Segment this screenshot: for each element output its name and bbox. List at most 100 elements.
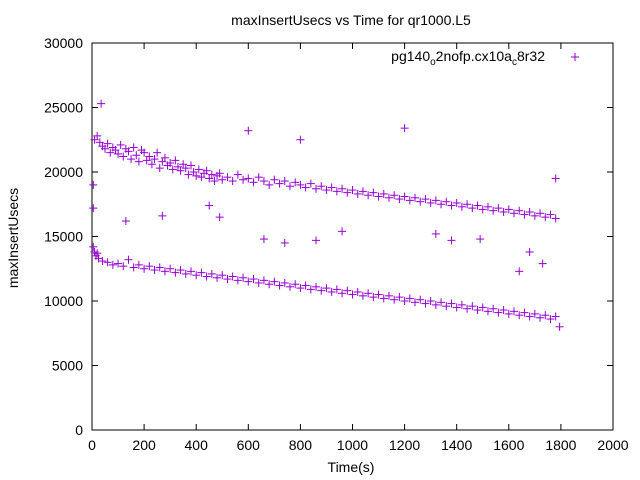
data-point <box>228 272 237 281</box>
data-point <box>395 195 404 204</box>
data-point <box>145 262 154 271</box>
data-point <box>343 188 352 197</box>
data-point <box>280 278 289 287</box>
data-point <box>93 131 102 140</box>
data-point <box>364 191 373 200</box>
data-point <box>140 264 149 273</box>
data-point <box>228 177 237 186</box>
data-point <box>101 144 110 153</box>
data-point <box>124 147 133 156</box>
data-point <box>541 213 550 222</box>
data-point <box>358 187 367 196</box>
data-point <box>97 99 106 108</box>
data-point <box>551 214 560 223</box>
data-point <box>249 178 258 187</box>
data-point <box>186 161 195 170</box>
data-point <box>405 294 414 303</box>
data-point <box>504 309 513 318</box>
data-point <box>103 139 112 148</box>
data-point <box>369 188 378 197</box>
data-point <box>416 197 425 206</box>
data-point <box>124 255 133 264</box>
data-point <box>89 242 98 251</box>
data-point <box>265 180 274 189</box>
data-point <box>291 280 300 289</box>
x-axis-label: Time(s) <box>328 459 375 475</box>
data-point <box>270 175 279 184</box>
data-point <box>525 312 534 321</box>
legend-marker <box>571 53 579 61</box>
data-point <box>322 284 331 293</box>
data-point <box>166 158 175 167</box>
data-point <box>426 297 435 305</box>
data-point <box>218 271 227 280</box>
data-point <box>483 307 492 316</box>
data-point <box>390 295 399 304</box>
data-point <box>168 165 177 174</box>
y-tick-label: 15000 <box>44 229 83 245</box>
data-point <box>280 238 289 247</box>
data-point <box>379 294 388 303</box>
legend-label-part: c <box>512 57 517 68</box>
data-point <box>205 201 214 210</box>
data-point <box>332 285 341 294</box>
x-tick-label: 1200 <box>389 437 420 453</box>
data-point <box>374 192 383 201</box>
data-point <box>369 293 378 302</box>
data-point <box>421 195 430 204</box>
data-point <box>176 266 185 275</box>
data-point <box>551 312 560 321</box>
data-point <box>223 173 232 182</box>
data-point <box>233 276 242 285</box>
data-point <box>171 268 180 277</box>
x-tick-label: 1400 <box>441 437 472 453</box>
data-point <box>296 135 305 144</box>
data-point <box>244 126 253 135</box>
x-axis-ticks: 0 200 400 600 800 1000 1200 1400 1600 1800 2000 <box>88 43 629 453</box>
data-point <box>306 285 315 294</box>
data-point <box>223 275 232 284</box>
data-point <box>132 151 141 160</box>
data-point <box>322 186 331 195</box>
data-point <box>538 259 547 268</box>
data-point <box>421 299 430 308</box>
data-point <box>192 271 201 280</box>
data-point <box>353 287 362 296</box>
data-point <box>134 260 143 269</box>
data-point <box>520 210 529 219</box>
data-point <box>215 213 224 222</box>
y-tick-label: 0 <box>75 422 83 438</box>
data-point <box>536 209 545 218</box>
data-point <box>244 174 253 183</box>
data-point <box>108 260 117 269</box>
data-point <box>411 298 420 307</box>
x-tick-label: 2000 <box>597 437 628 453</box>
data-point <box>442 197 451 206</box>
data-point <box>478 205 487 214</box>
data-point <box>210 177 219 186</box>
data-point <box>499 306 508 315</box>
data-point <box>186 267 195 276</box>
data-point <box>233 170 242 179</box>
x-tick-label: 800 <box>289 437 313 453</box>
data-point <box>239 273 248 282</box>
data-point <box>379 189 388 198</box>
data-point <box>89 180 98 189</box>
data-point <box>358 291 367 300</box>
data-point <box>184 170 193 179</box>
data-point <box>489 206 498 215</box>
data-point <box>452 198 461 207</box>
data-point <box>405 196 414 205</box>
data-point <box>254 278 263 287</box>
data-point <box>114 259 123 268</box>
data-point <box>400 192 409 201</box>
data-point <box>127 155 136 164</box>
data-point <box>431 229 440 238</box>
data-point <box>494 308 503 317</box>
data-point <box>447 236 456 245</box>
data-point <box>207 269 216 278</box>
data-point <box>119 262 128 271</box>
x-tick-label: 1800 <box>545 437 576 453</box>
data-point <box>134 157 143 166</box>
